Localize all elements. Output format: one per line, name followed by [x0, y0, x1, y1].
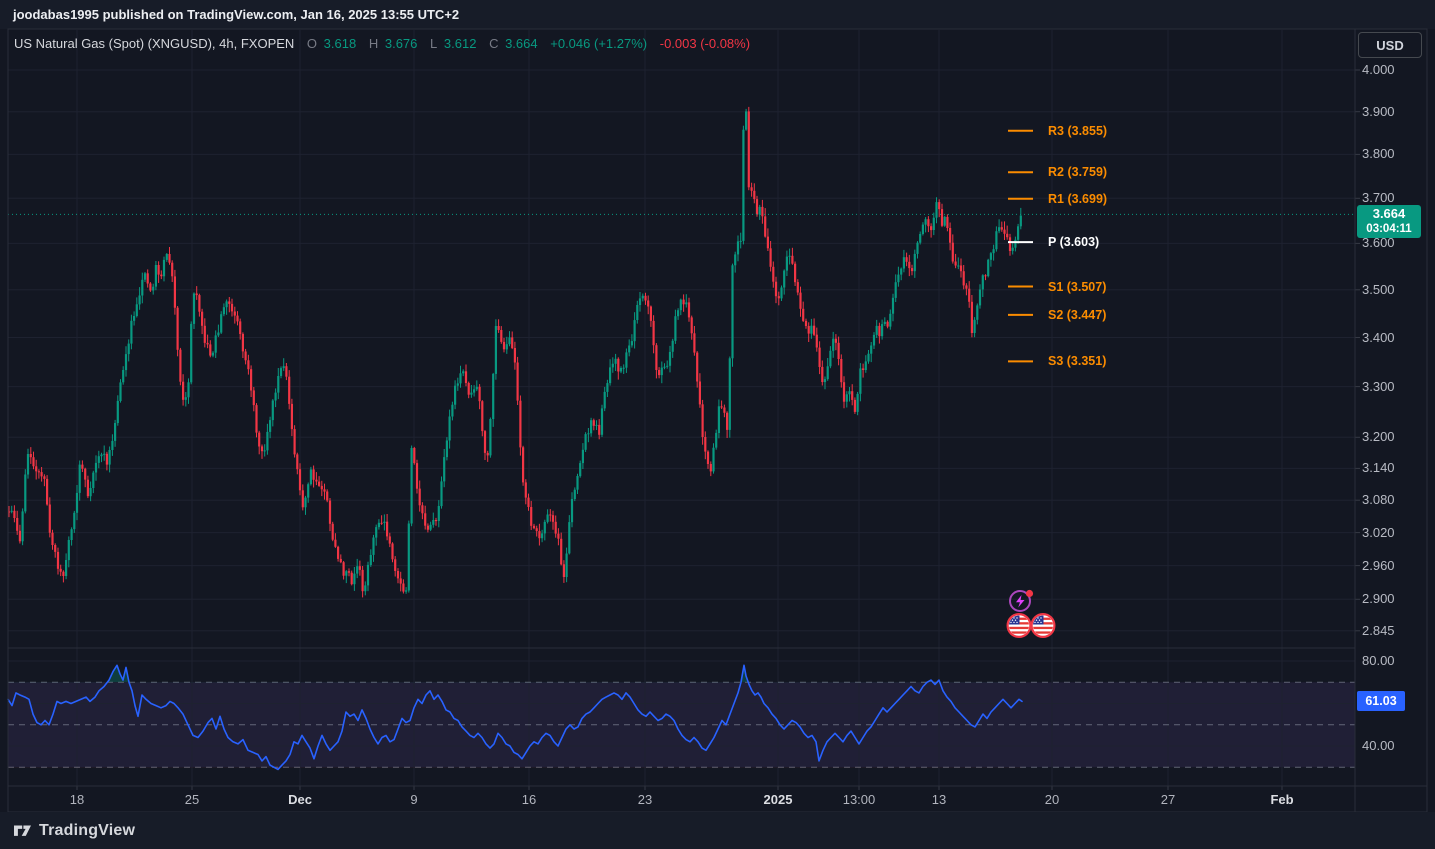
- close-label: C: [489, 36, 499, 51]
- low-value: 3.612: [443, 36, 477, 51]
- high-value: 3.676: [384, 36, 418, 51]
- published-bar: joodabas1995 published on TradingView.co…: [0, 0, 1435, 29]
- us-flag-event-icon-2[interactable]: [1030, 612, 1056, 644]
- low-label: L: [430, 36, 438, 51]
- time-tick-label: 2025: [763, 792, 793, 807]
- rsi-line: [7, 664, 1023, 771]
- rsi-value-badge: 61.03: [1357, 691, 1405, 711]
- time-tick-label: Feb: [1270, 792, 1294, 807]
- last-price-value: 3.664: [1372, 206, 1406, 221]
- time-tick-label: 13: [931, 792, 947, 807]
- change-value: +0.046 (+1.27%): [550, 36, 648, 51]
- us-flag-icon: [1006, 613, 1032, 638]
- price-tick-label: 3.020: [1362, 524, 1395, 540]
- rsi-tick-label: 40.00: [1362, 738, 1395, 753]
- us-flag-event-icon-1[interactable]: [1006, 612, 1032, 644]
- pivot-label: S2 (3.447): [1048, 307, 1107, 322]
- open-value: 3.618: [323, 36, 357, 51]
- time-tick-label: 18: [69, 792, 85, 807]
- price-tick-label: 2.900: [1362, 591, 1395, 607]
- bar-countdown: 03:04:11: [1366, 223, 1412, 235]
- symbol-legend: US Natural Gas (Spot) (XNGUSD), 4h, FXOP…: [14, 36, 753, 51]
- currency-button[interactable]: USD: [1358, 32, 1422, 58]
- price-tick-label: 3.400: [1362, 329, 1395, 345]
- tradingview-logo-icon[interactable]: [13, 821, 32, 840]
- close-value: 3.664: [505, 36, 538, 51]
- us-flag-icon: [1030, 613, 1056, 638]
- published-text: joodabas1995 published on TradingView.co…: [13, 7, 460, 22]
- pivot-label: R2 (3.759): [1048, 165, 1108, 180]
- pivot-label: S3 (3.351): [1048, 354, 1107, 369]
- rsi-tick-label: 80.00: [1362, 653, 1395, 668]
- lightning-icon: [1009, 589, 1034, 612]
- time-tick-label: 20: [1044, 792, 1060, 807]
- economic-event-icon[interactable]: [1008, 587, 1035, 619]
- time-tick-label: Dec: [288, 792, 312, 807]
- price-tick-label: 2.960: [1362, 557, 1395, 573]
- footer-bar: TradingView: [0, 812, 1435, 849]
- price-tick-label: 3.600: [1362, 235, 1395, 251]
- price-tick-label: 3.900: [1362, 103, 1395, 119]
- time-tick-label: 9: [410, 792, 418, 807]
- pivot-label: R3 (3.855): [1048, 123, 1108, 138]
- high-label: H: [368, 36, 379, 51]
- price-tick-label: 3.700: [1362, 190, 1395, 206]
- after-close-change: -0.003 (-0.08%): [659, 36, 751, 51]
- pivot-label: R1 (3.699): [1048, 191, 1108, 206]
- price-tick-label: 3.800: [1362, 146, 1395, 162]
- price-tick-label: 3.300: [1362, 378, 1395, 394]
- time-tick-label: 13:00: [842, 792, 876, 807]
- last-price-badge: 3.664 03:04:11: [1357, 205, 1421, 238]
- rsi-value: 61.03: [1365, 694, 1397, 708]
- price-tick-label: 2.845: [1362, 622, 1395, 638]
- time-tick-label: 27: [1160, 792, 1176, 807]
- price-tick-label: 3.080: [1362, 492, 1395, 508]
- price-tick-label: 3.140: [1362, 460, 1395, 476]
- time-tick-label: 23: [637, 792, 653, 807]
- pivot-label: P (3.603): [1048, 235, 1100, 250]
- symbol-title[interactable]: US Natural Gas (Spot) (XNGUSD), 4h, FXOP…: [14, 36, 295, 51]
- currency-label: USD: [1376, 37, 1404, 53]
- price-tick-label: 3.200: [1362, 429, 1395, 445]
- time-tick-label: 25: [184, 792, 200, 807]
- candles: [7, 106, 1022, 598]
- open-label: O: [306, 36, 318, 51]
- price-tick-label: 4.000: [1362, 62, 1395, 77]
- price-tick-label: 3.500: [1362, 281, 1395, 297]
- pivot-label: S1 (3.507): [1048, 279, 1107, 294]
- time-tick-label: 16: [521, 792, 537, 807]
- tradingview-wordmark[interactable]: TradingView: [39, 821, 136, 839]
